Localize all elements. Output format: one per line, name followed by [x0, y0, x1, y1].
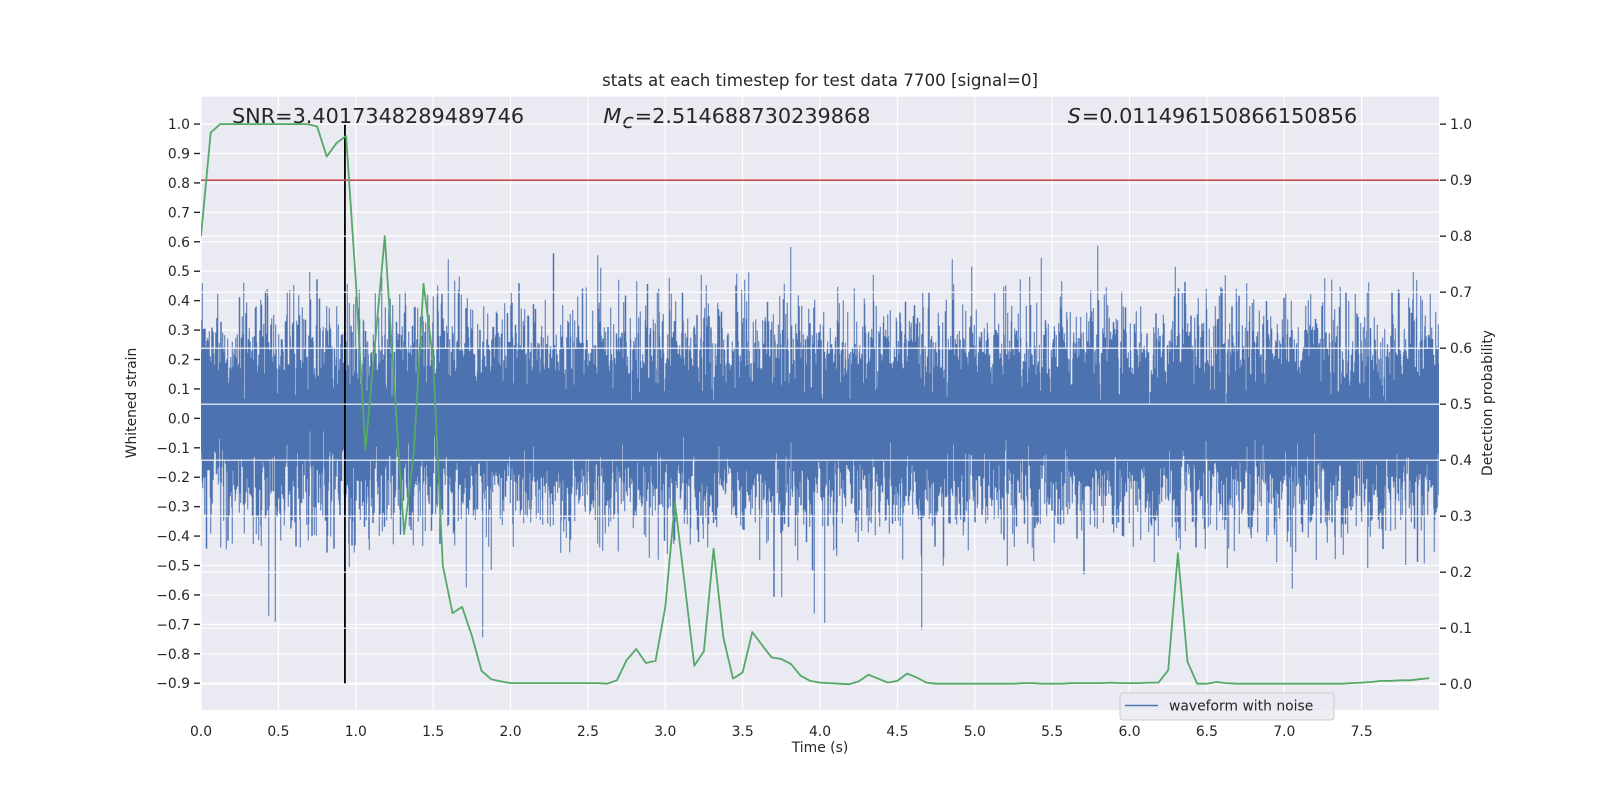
x-axis: 0.0 0.5 1.0 1.5 2.0 2.5 3.0 3.5 4.0 4.5 5.0 5.5 6.0 6…	[190, 724, 1373, 740]
y-tick-label-right: 0.0	[1450, 677, 1472, 693]
y-tick-label-left: 0.6	[168, 235, 190, 251]
y-tick-label-left: −0.7	[156, 617, 190, 633]
y-tick-label-left: 0.5	[168, 264, 190, 280]
y-tick-label-left: 0.2	[168, 353, 190, 369]
y-tick-label-right: 0.9	[1450, 173, 1472, 189]
x-tick-label: 4.5	[886, 724, 908, 740]
probability-line	[201, 123, 1430, 686]
x-axis-label: Time (s)	[791, 740, 849, 756]
x-tick-label: 1.5	[422, 724, 444, 740]
y-tick-label-left: 0.7	[168, 205, 190, 221]
y-tick-label-left: −0.9	[156, 676, 190, 692]
y-tick-label-right: 0.1	[1450, 621, 1472, 637]
legend-box	[1119, 692, 1335, 721]
y-tick-label-right: 1.0	[1450, 117, 1472, 133]
waveform-line	[201, 245, 1439, 638]
y-tick-label-left: −0.5	[156, 559, 190, 575]
y-tick-label-left: −0.4	[156, 529, 190, 545]
y-tick-label-left: 0.1	[168, 382, 190, 398]
legend-label: waveform with noise	[1169, 699, 1313, 715]
probability-layer	[201, 123, 1430, 686]
y-tick-label-left: −0.2	[156, 470, 190, 486]
y-tick-label-right: 0.8	[1450, 229, 1472, 245]
y-tick-label-right: 0.7	[1450, 285, 1472, 301]
y-axis-right: 1.0 0.9 0.8 0.7 0.6 0.5 0.4 0.3 0.2 0.1 0.0	[1440, 117, 1472, 693]
annotation-symbol: S	[1068, 104, 1081, 128]
x-tick-label: 7.0	[1273, 724, 1295, 740]
y-tick-label-left: 0.0	[168, 411, 190, 427]
legend: waveform with noise	[1119, 692, 1335, 721]
y-tick-label-left: 1.0	[168, 117, 190, 133]
chart-title: stats at each timestep for test data 770…	[602, 70, 1038, 90]
x-tick-label: 3.0	[654, 724, 676, 740]
y-axis-label-right: Detection probability	[1480, 330, 1496, 476]
x-tick-label: 5.5	[1041, 724, 1063, 740]
y-tick-label-right: 0.6	[1450, 341, 1472, 357]
y-axis-label-left: Whitened strain	[124, 348, 140, 459]
annotation-subscript: c	[622, 109, 634, 133]
x-tick-label: 4.0	[809, 724, 831, 740]
y-tick-label-left: −0.3	[156, 500, 190, 516]
x-tick-label: 2.5	[577, 724, 599, 740]
y-tick-label-left: −0.8	[156, 647, 190, 663]
y-tick-label-right: 0.3	[1450, 509, 1472, 525]
x-tick-label: 5.0	[964, 724, 986, 740]
x-tick-label: 6.5	[1196, 724, 1218, 740]
waveform-layer	[201, 245, 1439, 638]
y-tick-label-left: −0.6	[156, 588, 190, 604]
x-tick-label: 0.5	[267, 724, 289, 740]
x-tick-label: 0.0	[190, 724, 212, 740]
y-tick-label-right: 0.2	[1450, 565, 1472, 581]
y-tick-label-left: 0.9	[168, 146, 190, 162]
annotation-symbol: M	[603, 104, 621, 128]
y-tick-label-right: 0.4	[1450, 453, 1472, 469]
grid-right	[201, 123, 1439, 685]
x-tick-label: 3.5	[732, 724, 754, 740]
x-tick-label: 6.0	[1118, 724, 1140, 740]
x-tick-label: 7.5	[1351, 724, 1373, 740]
y-tick-label-left: 0.4	[168, 294, 190, 310]
x-tick-label: 2.0	[499, 724, 521, 740]
y-tick-label-left: 0.8	[168, 176, 190, 192]
y-tick-label-left: 0.3	[168, 323, 190, 339]
y-tick-label-left: −0.1	[156, 441, 190, 457]
x-tick-label: 1.0	[345, 724, 367, 740]
y-tick-label-right: 0.5	[1450, 397, 1472, 413]
y-axis-left: 1.0 0.9 0.8 0.7 0.6 0.5 0.4 0.3 0.2 0.1 0.0 −0.1 −0.…	[156, 117, 200, 692]
